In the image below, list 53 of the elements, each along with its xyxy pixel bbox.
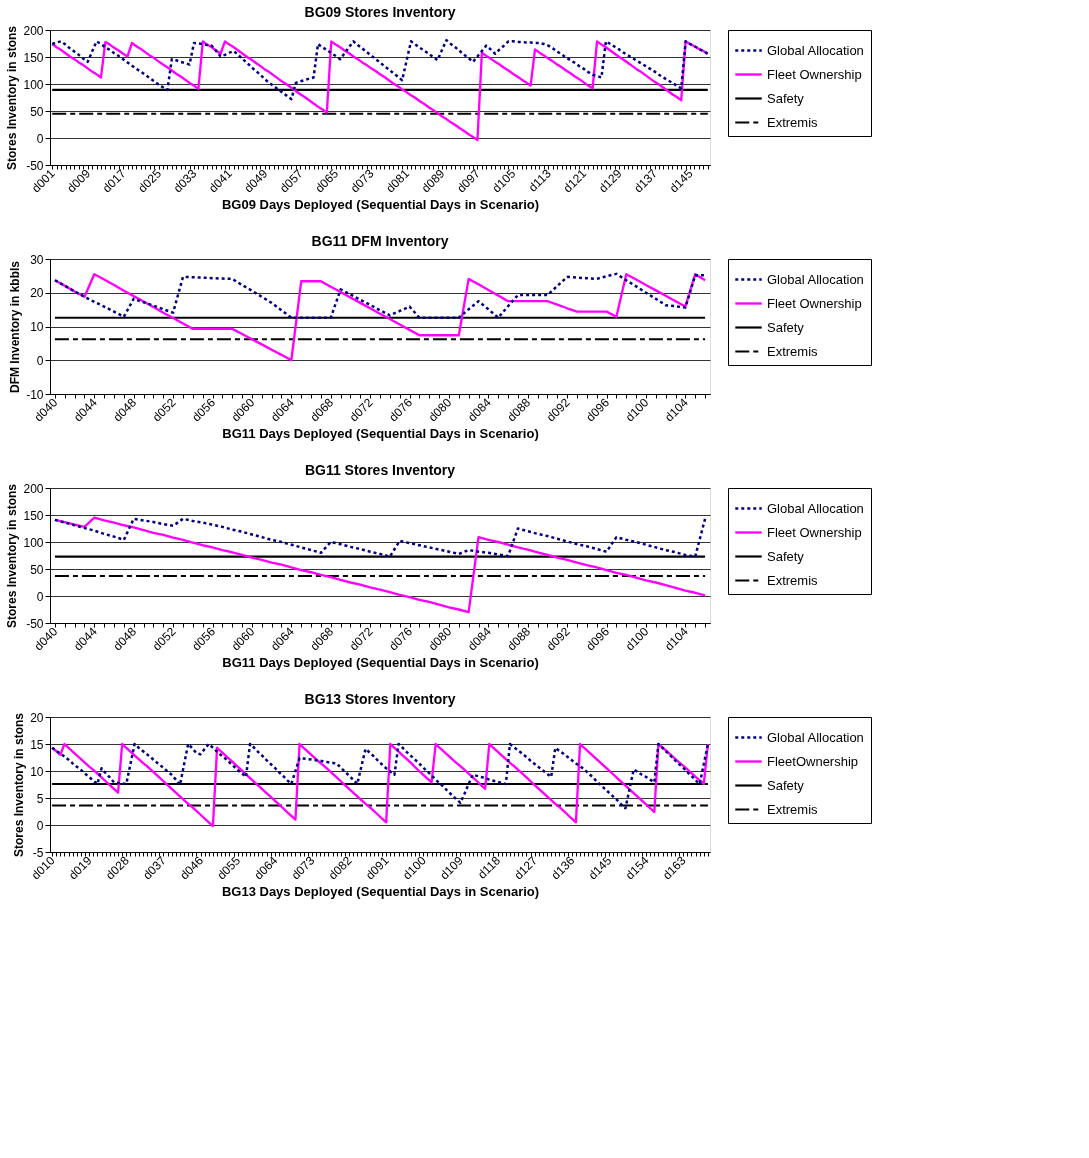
- y-tick-label: 30: [30, 252, 44, 267]
- x-axis-title: BG09 Days Deployed (Sequential Days in Scenario): [221, 196, 540, 212]
- legend-label: Safety: [767, 319, 805, 335]
- y-tick-label: 200: [23, 481, 44, 496]
- legend-label: Safety: [767, 90, 805, 106]
- legend-label: Extremis: [767, 114, 819, 130]
- y-tick-label: 20: [30, 286, 44, 301]
- y-tick-label: 100: [23, 77, 44, 92]
- chart-title: BG11 DFM Inventory: [311, 233, 449, 249]
- y-tick-label: 20: [30, 710, 44, 725]
- legend-label: Fleet Ownership: [767, 524, 862, 540]
- y-tick-label: 10: [30, 320, 44, 334]
- legend-label: Extremis: [767, 572, 819, 588]
- legend-label: Safety: [767, 548, 805, 564]
- y-tick-label: 0: [36, 353, 44, 368]
- y-axis-title: Stores Inventory in stons: [5, 483, 20, 629]
- y-tick-label: 0: [36, 589, 44, 604]
- y-tick-label: 10: [30, 764, 44, 779]
- y-axis-title: DFM Inventory in kbbls: [8, 260, 23, 394]
- y-tick-label: 150: [23, 508, 44, 523]
- y-tick-label: 200: [23, 23, 44, 38]
- y-tick-label: 150: [23, 50, 44, 65]
- y-tick-label: 50: [30, 104, 44, 119]
- y-tick-label: -50: [26, 158, 44, 173]
- line-series: [53, 272, 707, 319]
- y-tick-label: -10: [26, 387, 44, 402]
- legend-label: Extremis: [767, 343, 819, 359]
- legend-label: Global Allocation: [767, 42, 864, 58]
- x-axis-title: BG13 Days Deployed (Sequential Days in Scenario): [221, 883, 540, 899]
- y-tick-label: 0: [36, 818, 44, 833]
- y-tick-label: -50: [26, 616, 44, 631]
- y-tick-label: 50: [30, 562, 44, 577]
- y-tick-label: -5: [32, 845, 44, 860]
- y-axis-title: Stores Inventory in stons: [12, 712, 27, 858]
- legend-label: Safety: [767, 777, 805, 793]
- y-tick-label: 0: [36, 131, 44, 146]
- x-axis-title: BG11 Days Deployed (Sequential Days in Scenario): [222, 425, 539, 441]
- x-axis-title: BG11 Days Deployed (Sequential Days in Scenario): [222, 654, 539, 670]
- line-series: [53, 517, 707, 558]
- chart-title: BG09 Stores Inventory: [304, 4, 456, 20]
- legend-label: Global Allocation: [767, 500, 864, 516]
- y-tick-label: 15: [30, 737, 44, 752]
- y-axis-title: Stores Inventory in stons: [5, 25, 20, 171]
- y-tick-label: 100: [23, 535, 44, 550]
- legend-label: Extremis: [767, 801, 819, 817]
- legend-label: Fleet Ownership: [767, 66, 862, 82]
- legend-label: Global Allocation: [767, 271, 864, 287]
- legend-label: Fleet Ownership: [767, 295, 862, 311]
- chart-title: BG13 Stores Inventory: [304, 691, 456, 707]
- legend-label: FleetOwnership: [767, 753, 859, 769]
- chart-title: BG11 Stores Inventory: [304, 462, 456, 478]
- y-tick-label: 5: [36, 791, 44, 806]
- legend-label: Global Allocation: [767, 729, 864, 745]
